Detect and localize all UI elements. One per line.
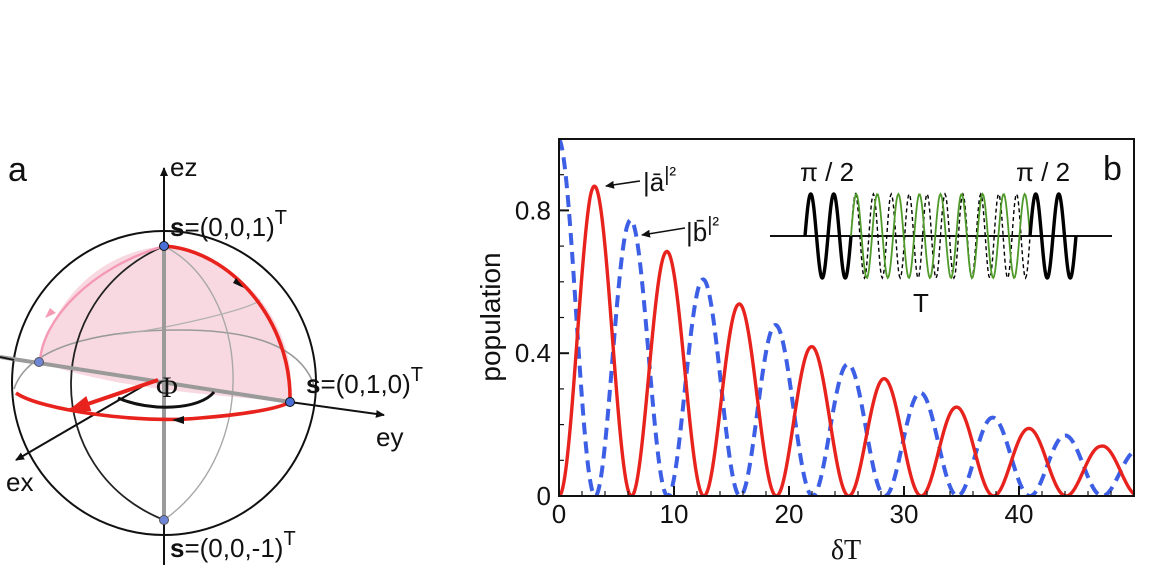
meridian-black bbox=[70, 245, 165, 521]
inset-pulse-right: π / 2 bbox=[1016, 157, 1070, 187]
south-state-label: s=(0,0,-1)T bbox=[170, 528, 296, 563]
x-axis-inner bbox=[0, 355, 291, 404]
x-tick-label: 0 bbox=[552, 499, 566, 529]
series-a-line bbox=[560, 184, 1134, 496]
panel-a: a Φ bbox=[0, 151, 423, 565]
y-tick-label: 0.8 bbox=[515, 195, 551, 225]
pulse-inset: π / 2 π / 2 T bbox=[770, 157, 1112, 318]
inset-gap-label: T bbox=[913, 288, 929, 318]
ticks: 0 10 20 30 40 0 0.4 0.8 bbox=[515, 138, 1112, 529]
point-west bbox=[34, 357, 44, 367]
x-tick-label: 30 bbox=[890, 499, 919, 529]
meridian-grey-right bbox=[163, 245, 234, 521]
ex-label: ex bbox=[6, 467, 33, 497]
annot-b: |b̄|² bbox=[686, 214, 719, 247]
inset-free-evolution-wave bbox=[850, 192, 1031, 280]
series-b-line bbox=[560, 139, 1134, 496]
inset-reference-wave bbox=[850, 192, 1031, 280]
phi-arc bbox=[117, 390, 216, 409]
annot-b-arrow bbox=[641, 227, 686, 238]
inset-pulse-left: π / 2 bbox=[800, 157, 854, 187]
x-tick-label: 10 bbox=[660, 499, 689, 529]
y-axis bbox=[289, 401, 385, 418]
point-east bbox=[285, 397, 295, 407]
annot-a-arrow bbox=[605, 180, 641, 189]
inset-pulse-2 bbox=[1028, 192, 1078, 280]
dir-arrow-1 bbox=[233, 278, 244, 288]
dir-arrow-3 bbox=[45, 308, 56, 318]
equator-back bbox=[13, 329, 317, 393]
annot-a: |ā|² bbox=[643, 164, 676, 197]
panel-b-label: b bbox=[1103, 150, 1122, 188]
latitude-grey bbox=[119, 299, 261, 335]
dir-arrow-2 bbox=[172, 416, 184, 424]
y-axis-label: population bbox=[475, 252, 506, 381]
north-state-label: s=(0,0,1)T bbox=[170, 207, 287, 242]
ey-label: ey bbox=[376, 422, 403, 452]
plot-area bbox=[560, 139, 1134, 496]
panel-b: 0 10 20 30 40 0 0.4 0.8 population δT b |ā|² |b… bbox=[475, 138, 1135, 566]
y-tick-label: 0.4 bbox=[515, 338, 551, 368]
pink-arc bbox=[38, 244, 165, 363]
panel-a-label: a bbox=[8, 151, 27, 189]
equator-red bbox=[14, 391, 291, 422]
x-axis-front bbox=[0, 356, 15, 361]
ez-label: ez bbox=[170, 152, 197, 182]
point-south bbox=[159, 515, 169, 525]
east-state-label: s=(0,1,0)T bbox=[306, 364, 423, 399]
red-meridian bbox=[163, 244, 292, 403]
x-axis-label: δT bbox=[831, 535, 861, 566]
inset-pulse-1 bbox=[803, 192, 853, 280]
point-north bbox=[159, 241, 169, 251]
x-axis-out bbox=[15, 381, 151, 461]
x-tick-label: 40 bbox=[1005, 499, 1034, 529]
phi-arrow bbox=[68, 378, 159, 412]
y-tick-label: 0 bbox=[537, 481, 551, 511]
phi-label: Φ bbox=[156, 371, 178, 404]
x-tick-label: 20 bbox=[775, 499, 804, 529]
